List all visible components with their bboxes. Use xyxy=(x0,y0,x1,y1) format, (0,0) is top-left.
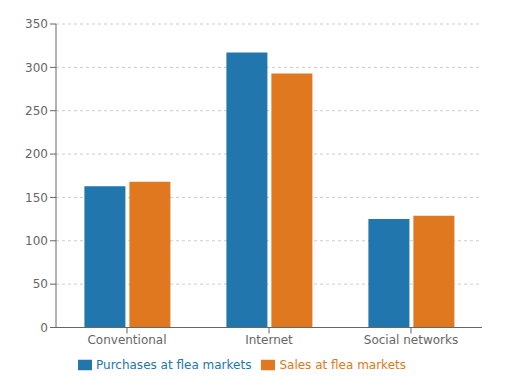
svg-text:200: 200 xyxy=(25,147,48,161)
svg-text:50: 50 xyxy=(33,277,48,291)
svg-text:150: 150 xyxy=(25,191,48,205)
svg-text:250: 250 xyxy=(25,104,48,118)
svg-text:300: 300 xyxy=(25,61,48,75)
html-text:Purchases at flea markets: Purchases at flea markets xyxy=(96,357,252,372)
svg-text:0: 0 xyxy=(40,321,48,335)
svg-text:Social networks: Social networks xyxy=(364,333,458,347)
svg-text:100: 100 xyxy=(25,234,48,248)
svg-text:350: 350 xyxy=(25,17,48,31)
html-text:Sales at flea markets: Sales at flea markets xyxy=(279,357,406,372)
svg-text:Internet: Internet xyxy=(245,333,293,347)
svg-text:Conventional: Conventional xyxy=(87,333,166,347)
